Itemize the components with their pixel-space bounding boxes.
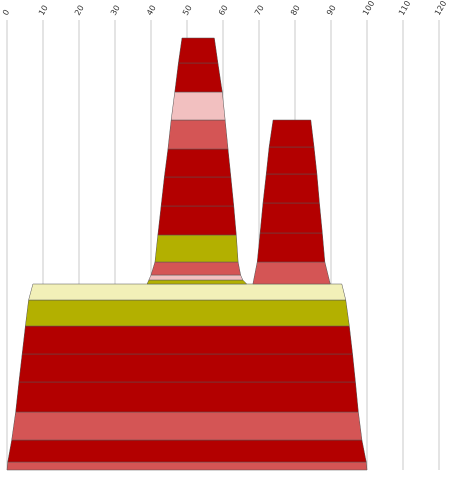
bar-segment-right-5 [265, 146, 318, 175]
bar-segment-middle-1 [146, 279, 248, 285]
bar-segment-middle-3 [150, 261, 241, 276]
bar-segment-right-1 [252, 261, 331, 285]
x-tick-label: 100 [361, 0, 376, 17]
bar-segment-left-8 [28, 283, 347, 301]
bar-segment-middle-9 [170, 91, 226, 121]
bar-segment-right-2 [256, 232, 326, 263]
x-tick-label: 120 [433, 0, 448, 17]
bar-segment-middle-5 [157, 205, 237, 236]
bar-segment-left-3 [11, 411, 363, 441]
x-tick-label: 50 [181, 4, 194, 17]
stacked-bars [6, 37, 368, 471]
stack-left [6, 283, 368, 471]
x-tick-label: 110 [397, 0, 412, 17]
bar-segment-left-1 [6, 461, 368, 471]
stack-middle [146, 37, 248, 285]
bar-segment-left-7 [25, 299, 350, 327]
bar-segment-left-5 [18, 353, 356, 383]
x-tick-label: 20 [73, 4, 86, 17]
x-tick-label: 0 [1, 8, 11, 17]
bar-segment-middle-4 [154, 234, 239, 263]
x-tick-label: 60 [217, 4, 230, 17]
bar-segment-middle-10 [174, 62, 223, 93]
bar-segment-middle-11 [178, 37, 219, 64]
bar-segment-left-4 [15, 381, 359, 413]
bar-segment-left-2 [7, 439, 367, 463]
stack-right [252, 119, 331, 285]
x-tick-label: 40 [145, 4, 158, 17]
bar-segment-right-6 [268, 119, 315, 148]
bar-segment-right-3 [259, 202, 323, 234]
x-tick-labels: 0 10 20 30 40 50 60 70 80 90 100 110 120 [1, 0, 448, 17]
x-tick-label: 30 [109, 4, 122, 17]
bar-segment-right-4 [262, 173, 320, 204]
x-tick-label: 10 [37, 4, 50, 17]
bar-segment-middle-8 [167, 119, 229, 150]
bar-segment-middle-7 [164, 148, 232, 178]
bar-segment-middle-6 [160, 176, 235, 207]
x-tick-label: 70 [253, 4, 266, 17]
x-tick-label: 90 [325, 4, 338, 17]
bar-segment-middle-2 [148, 274, 244, 281]
bar-segment-left-6 [21, 325, 353, 355]
x-tick-label: 80 [289, 4, 302, 17]
